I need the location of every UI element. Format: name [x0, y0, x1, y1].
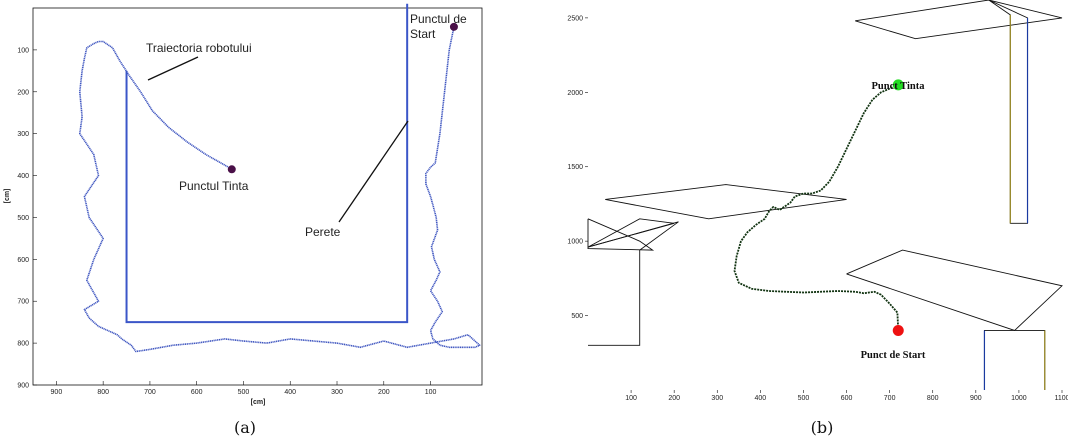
y-tick-label-a: 500: [17, 215, 29, 222]
start-point-marker: [892, 324, 904, 336]
target-label: Punct Tinta: [871, 81, 925, 92]
y-axis-label-a: [cm]: [4, 189, 11, 204]
x-tick-label-b: 200: [668, 395, 680, 402]
obstacle-outline: [587, 218, 675, 248]
walls-a: [125, 3, 409, 324]
x-tick-label-b: 800: [927, 395, 939, 402]
obstacles-b: [587, 0, 1063, 390]
y-tick-label-a: 300: [17, 131, 29, 138]
start-point-marker: [449, 22, 458, 31]
caption-b: (b): [811, 418, 834, 437]
panel-b: 100 200 300 400 500 600 700 800 900 1000 1100 500 10…: [567, 0, 1068, 437]
y-tick-label-b: 1000: [567, 239, 583, 246]
y-tick-label-b: 1500: [567, 164, 583, 171]
trajectory-line: [733, 84, 900, 331]
obstacle-outline: [855, 0, 1063, 40]
y-tick-label-b: 2000: [567, 90, 583, 97]
wall-label: Perete: [305, 225, 341, 239]
obstacle-outline: [605, 184, 847, 220]
trajectory-label: Traiectoria robotului: [146, 41, 252, 55]
x-tick-label-b: 1000: [1011, 395, 1027, 402]
plot-frame-a: [32, 7, 483, 386]
x-tick-label-a: 900: [51, 389, 63, 396]
caption-a: (a): [234, 418, 256, 437]
panel-a: 900 800 700 600 500 400 300 200 100 100 200 300 400 5…: [4, 3, 483, 437]
x-tick-label-a: 400: [284, 389, 296, 396]
ticks-a: 900 800 700 600 500 400 300 200 100 100 200 300 400 5…: [17, 47, 436, 396]
x-tick-label-b: 1100: [1054, 395, 1068, 402]
x-tick-label-a: 200: [378, 389, 390, 396]
x-tick-label-a: 700: [144, 389, 156, 396]
start-label-line2: Start: [410, 27, 436, 41]
x-tick-label-b: 100: [625, 395, 637, 402]
y-tick-label-b: 2500: [567, 15, 583, 22]
obstacle-outline: [983, 330, 1046, 390]
target-point-marker: [892, 79, 904, 91]
x-tick-label-b: 400: [755, 395, 767, 402]
x-tick-label-b: 700: [884, 395, 896, 402]
trajectory-line: [78, 26, 481, 353]
annotations-b: Punct Tinta Punct de Start: [861, 79, 926, 361]
trajectory-b: [733, 84, 900, 331]
y-tick-label-a: 600: [17, 257, 29, 264]
y-tick-label-a: 800: [17, 341, 29, 348]
y-tick-label-a: 200: [17, 89, 29, 96]
x-tick-label-a: 300: [331, 389, 343, 396]
ticks-b: 100 200 300 400 500 600 700 800 900 1000 1100 500 10…: [567, 15, 1068, 402]
start-label: Punct de Start: [861, 350, 926, 361]
wall-pointer: [338, 120, 409, 223]
target-point-marker: [227, 165, 236, 174]
trajectory-a: [78, 26, 481, 353]
annotations-a: Traiectoria robotului Punctul Tinta Punctu…: [146, 12, 467, 239]
x-tick-label-a: 500: [238, 389, 250, 396]
wall-line: [125, 3, 409, 324]
x-axis-label-a: [cm]: [251, 399, 266, 406]
obstacle-outline: [846, 249, 1063, 331]
x-tick-label-b: 300: [711, 395, 723, 402]
y-tick-label-a: 900: [17, 383, 29, 390]
obstacle-outline: [587, 221, 679, 346]
target-label: Punctul Tinta: [179, 179, 249, 193]
x-tick-label-b: 500: [798, 395, 810, 402]
x-tick-label-b: 900: [970, 395, 982, 402]
y-tick-label-a: 100: [17, 47, 29, 54]
obstacle-outline: [988, 0, 1028, 224]
x-tick-label-a: 100: [425, 389, 437, 396]
x-tick-label-b: 600: [841, 395, 853, 402]
y-tick-label-a: 700: [17, 299, 29, 306]
obstacle-outline: [587, 218, 655, 251]
x-tick-label-a: 600: [191, 389, 203, 396]
y-tick-label-a: 400: [17, 173, 29, 180]
x-tick-label-a: 800: [97, 389, 109, 396]
y-tick-label-b: 500: [571, 313, 583, 320]
start-label-line1: Punctul de: [410, 12, 467, 26]
trajectory-pointer: [147, 56, 199, 81]
